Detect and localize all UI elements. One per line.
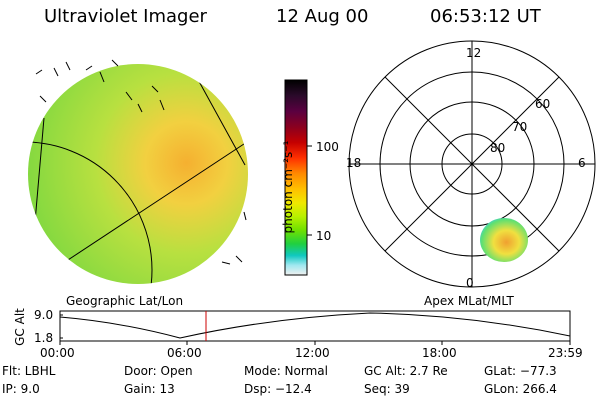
timeline-ylabel: GC Alt (13, 308, 27, 346)
filter-value: Flt: LBHL (2, 364, 56, 378)
mode-value: Mode: Normal (244, 364, 328, 378)
mlt-label-6: 6 (578, 156, 586, 170)
auroral-spot (480, 218, 528, 262)
noise-marks (35, 59, 247, 265)
mlat-label-80: 80 (490, 141, 506, 155)
timeline-xtick-1800: 18:00 (422, 346, 457, 360)
mlt-label-18: 18 (346, 156, 362, 170)
mlt-label-12: 12 (466, 46, 482, 60)
polar-plot (348, 40, 596, 288)
colorbar (284, 79, 308, 276)
geographic-image (28, 59, 248, 284)
door-value: Door: Open (124, 364, 193, 378)
timeline-ytick-9: 9.0 (34, 308, 54, 322)
geographic-caption: Geographic Lat/Lon (66, 294, 184, 308)
apex-caption: Apex MLat/MLT (424, 294, 514, 308)
date-label: 12 Aug 00 (276, 6, 369, 27)
timeline-xtick-2359: 23:59 (548, 346, 583, 360)
mlat-label-70: 70 (512, 120, 528, 134)
seq-value: Seq: 39 (364, 382, 410, 396)
glon-value: GLon: 266.4 (484, 382, 557, 396)
colorbar-tick-10: 10 (316, 229, 332, 243)
timeline-frame (59, 310, 571, 342)
instrument-title: Ultraviolet Imager (44, 6, 207, 27)
mlt-label-0: 0 (466, 276, 474, 290)
colorbar-tick-100: 100 (316, 140, 339, 154)
glat-value: GLat: −77.3 (484, 364, 557, 378)
ip-value: IP: 9.0 (2, 382, 40, 396)
timeline-ytick-1-8: 1.8 (34, 331, 54, 345)
altitude-curve (59, 312, 571, 339)
timeline-xtick-1200: 12:00 (295, 346, 330, 360)
gc-alt-value: GC Alt: 2.7 Re (364, 364, 448, 378)
gain-value: Gain: 13 (124, 382, 175, 396)
mlat-label-60: 60 (535, 97, 551, 111)
polar-axis-diagonal (384, 76, 560, 252)
timeline-xticks (59, 341, 571, 345)
time-label: 06:53:12 UT (430, 6, 541, 27)
auroral-disk (28, 64, 248, 284)
latitude-circle (28, 141, 153, 284)
timeline-xtick-0000: 00:00 (40, 346, 75, 360)
dsp-value: Dsp: −12.4 (244, 382, 312, 396)
colorbar-label: photon cm⁻²s⁻¹ (281, 140, 295, 234)
timeline-xtick-0600: 06:00 (167, 346, 202, 360)
